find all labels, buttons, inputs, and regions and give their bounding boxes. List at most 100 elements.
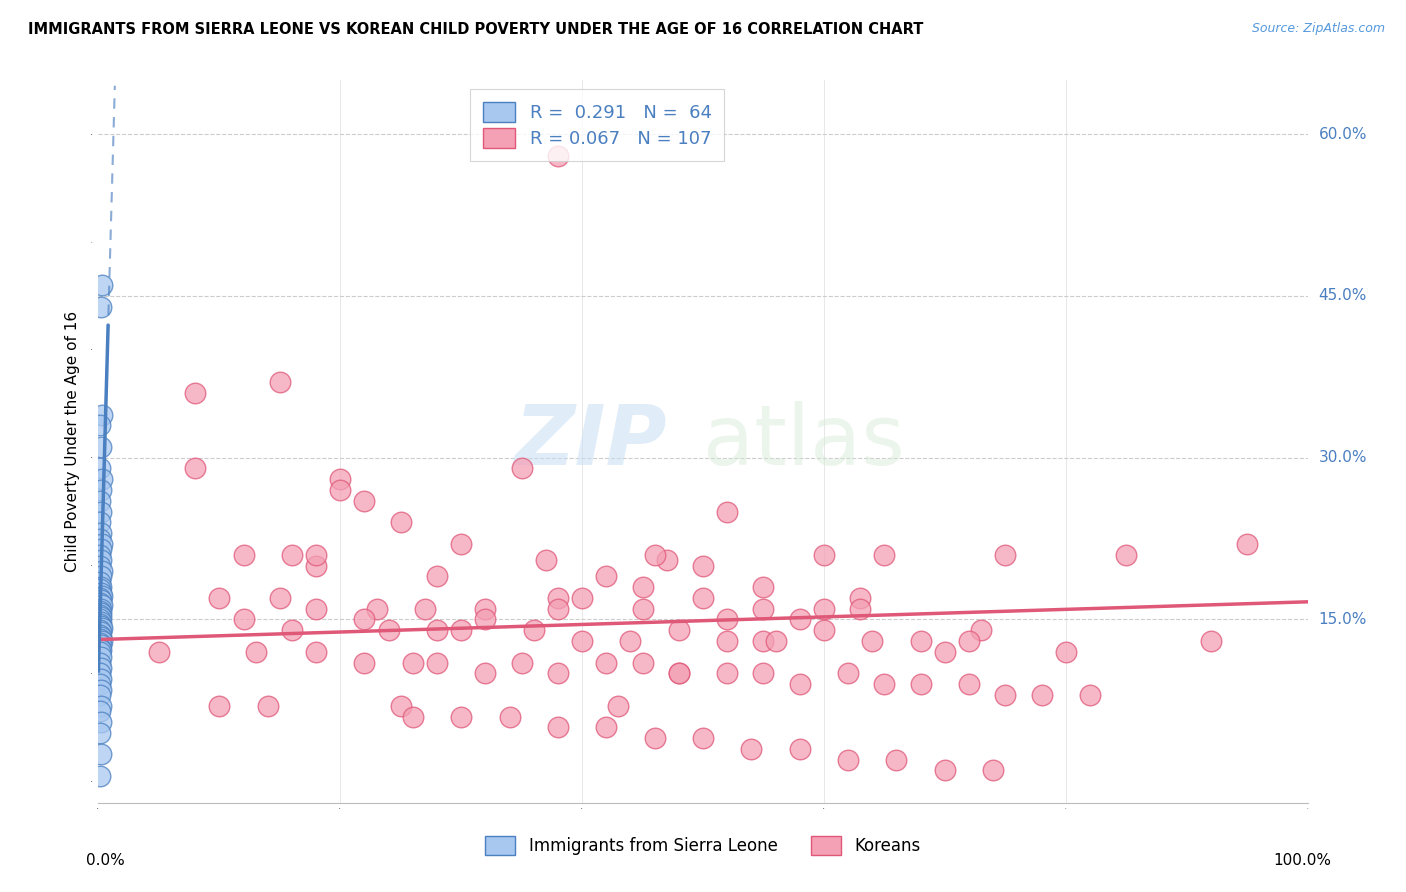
- Point: [90, 661, 112, 675]
- Point: [970, 624, 993, 638]
- Point: [90, 747, 112, 762]
- Point: [1115, 548, 1137, 562]
- Text: atlas: atlas: [703, 401, 904, 482]
- Point: [1031, 688, 1053, 702]
- Point: [91, 537, 114, 551]
- Point: [981, 764, 1004, 778]
- Point: [90, 483, 112, 497]
- Point: [547, 720, 569, 734]
- Point: [329, 472, 352, 486]
- Point: [90, 630, 112, 644]
- Point: [89, 493, 111, 508]
- Point: [184, 461, 207, 475]
- Point: [184, 386, 207, 401]
- Point: [305, 558, 328, 573]
- Point: [245, 645, 267, 659]
- Point: [813, 548, 835, 562]
- Point: [89, 627, 111, 641]
- Point: [329, 483, 352, 497]
- Point: [91, 634, 114, 648]
- Point: [89, 418, 111, 433]
- Point: [644, 548, 666, 562]
- Point: [752, 666, 775, 681]
- Point: [402, 709, 425, 723]
- Point: [631, 601, 654, 615]
- Point: [91, 589, 114, 603]
- Point: [90, 615, 112, 629]
- Point: [607, 698, 630, 713]
- Text: Source: ZipAtlas.com: Source: ZipAtlas.com: [1251, 22, 1385, 36]
- Point: [89, 725, 111, 739]
- Point: [510, 461, 533, 475]
- Point: [631, 656, 654, 670]
- Point: [91, 599, 114, 613]
- Point: [90, 642, 112, 657]
- Point: [353, 656, 375, 670]
- Point: [90, 672, 112, 686]
- Point: [571, 591, 593, 605]
- Point: [813, 601, 835, 615]
- Point: [1236, 537, 1258, 551]
- Point: [571, 634, 593, 648]
- Point: [595, 720, 617, 734]
- Point: [90, 505, 112, 519]
- Point: [90, 610, 112, 624]
- Point: [789, 677, 811, 691]
- Point: [89, 666, 111, 681]
- Point: [860, 634, 883, 648]
- Point: [547, 591, 569, 605]
- Point: [91, 472, 114, 486]
- Point: [90, 606, 112, 620]
- Legend: Immigrants from Sierra Leone, Koreans: Immigrants from Sierra Leone, Koreans: [474, 825, 932, 867]
- Point: [474, 612, 496, 626]
- Point: [450, 624, 472, 638]
- Point: [305, 548, 328, 562]
- Point: [256, 698, 278, 713]
- Point: [281, 624, 304, 638]
- Point: [90, 638, 112, 652]
- Text: IMMIGRANTS FROM SIERRA LEONE VS KOREAN CHILD POVERTY UNDER THE AGE OF 16 CORRELA: IMMIGRANTS FROM SIERRA LEONE VS KOREAN C…: [28, 22, 924, 37]
- Point: [837, 666, 859, 681]
- Point: [89, 704, 111, 718]
- Point: [90, 650, 112, 665]
- Point: [450, 709, 472, 723]
- Point: [910, 634, 932, 648]
- Point: [716, 505, 738, 519]
- Point: [413, 601, 436, 615]
- Point: [849, 601, 872, 615]
- Point: [89, 624, 111, 638]
- Point: [595, 656, 617, 670]
- Point: [89, 632, 111, 646]
- Point: [547, 601, 569, 615]
- Point: [89, 640, 111, 655]
- Point: [668, 624, 690, 638]
- Point: [89, 532, 111, 546]
- Point: [89, 582, 111, 597]
- Point: [692, 731, 714, 745]
- Point: [752, 634, 775, 648]
- Point: [89, 596, 111, 610]
- Point: [789, 742, 811, 756]
- Point: [1199, 634, 1222, 648]
- Point: [89, 516, 111, 530]
- Point: [389, 698, 412, 713]
- Point: [89, 558, 111, 573]
- Point: [90, 682, 112, 697]
- Point: [849, 591, 872, 605]
- Point: [752, 580, 775, 594]
- Point: [595, 569, 617, 583]
- Text: 15.0%: 15.0%: [1319, 612, 1367, 627]
- Point: [89, 461, 111, 475]
- Point: [619, 634, 641, 648]
- Point: [655, 553, 678, 567]
- Point: [90, 601, 112, 615]
- Point: [366, 601, 388, 615]
- Point: [353, 493, 375, 508]
- Point: [692, 591, 714, 605]
- Point: [305, 645, 328, 659]
- Point: [90, 585, 112, 599]
- Point: [631, 580, 654, 594]
- Point: [232, 548, 254, 562]
- Point: [510, 656, 533, 670]
- Point: [89, 645, 111, 659]
